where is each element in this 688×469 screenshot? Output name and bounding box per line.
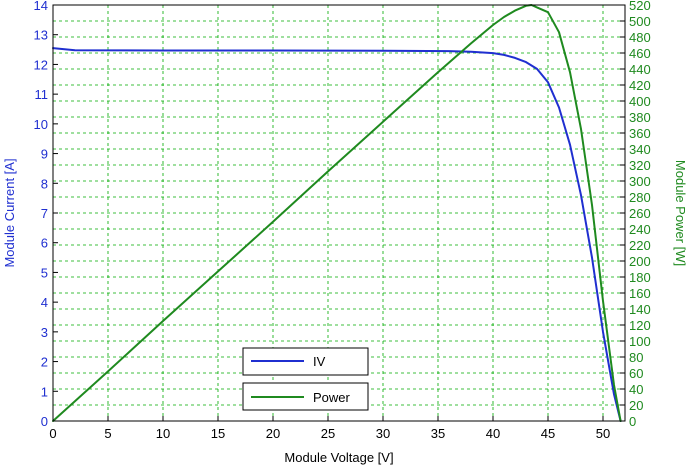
right-tick-label-4: 80 — [629, 350, 643, 365]
right-tick-label-20: 400 — [629, 94, 651, 109]
right-tick-label-7: 140 — [629, 302, 651, 317]
left-tick-label-13: 13 — [34, 28, 48, 43]
right-tick-label-22: 440 — [629, 62, 651, 77]
legend-iv: IV — [242, 347, 369, 376]
x-axis-title: Module Voltage [V] — [284, 450, 393, 465]
left-tick-label-6: 6 — [41, 236, 48, 251]
x-tick-label-10: 50 — [596, 426, 610, 441]
legend-iv-label: IV — [313, 354, 326, 369]
right-tick-label-17: 340 — [629, 142, 651, 157]
right-tick-label-6: 120 — [629, 318, 651, 333]
x-tick-label-0: 0 — [49, 426, 56, 441]
right-tick-label-2: 40 — [629, 382, 643, 397]
left-tick-label-8: 8 — [41, 176, 48, 191]
x-tick-label-5: 25 — [321, 426, 335, 441]
right-tick-label-8: 160 — [629, 286, 651, 301]
left-tick-label-9: 9 — [41, 147, 48, 162]
left-tick-label-14: 14 — [34, 0, 48, 13]
right-tick-label-9: 180 — [629, 270, 651, 285]
x-axis-ticks: 0 5 10 15 20 25 30 35 40 45 50 — [49, 416, 610, 441]
left-tick-label-3: 3 — [41, 325, 48, 340]
left-tick-label-0: 0 — [41, 414, 48, 429]
x-tick-label-9: 45 — [541, 426, 555, 441]
right-tick-label-11: 220 — [629, 238, 651, 253]
left-tick-label-11: 11 — [35, 87, 49, 102]
right-tick-label-0: 0 — [629, 414, 636, 429]
right-tick-label-16: 320 — [629, 158, 651, 173]
series-line-power — [52, 4, 622, 422]
x-tick-label-2: 10 — [156, 426, 170, 441]
legend-power-label: Power — [313, 390, 351, 405]
series-layer — [52, 4, 622, 422]
right-tick-label-15: 300 — [629, 174, 651, 189]
left-tick-label-7: 7 — [41, 206, 48, 221]
left-tick-label-4: 4 — [41, 295, 48, 310]
right-tick-label-24: 480 — [629, 30, 651, 45]
legend-power: Power — [242, 382, 369, 411]
left-tick-label-2: 2 — [41, 355, 48, 370]
right-tick-label-5: 100 — [629, 334, 651, 349]
right-tick-label-1: 20 — [629, 398, 643, 413]
right-tick-label-25: 500 — [629, 14, 651, 29]
right-tick-label-26: 520 — [629, 0, 651, 13]
left-tick-label-10: 10 — [34, 117, 48, 132]
right-axis-ticks: 0204060801001201401601802002202402602803… — [620, 0, 651, 429]
x-tick-label-3: 15 — [211, 426, 225, 441]
left-tick-label-12: 12 — [34, 57, 48, 72]
x-tick-label-1: 5 — [104, 426, 111, 441]
right-tick-label-12: 240 — [629, 222, 651, 237]
x-tick-label-8: 40 — [486, 426, 500, 441]
right-tick-label-3: 60 — [629, 366, 643, 381]
left-tick-label-5: 5 — [41, 265, 48, 280]
right-tick-label-10: 200 — [629, 254, 651, 269]
right-tick-label-21: 420 — [629, 78, 651, 93]
right-tick-label-18: 360 — [629, 126, 651, 141]
left-tick-label-1: 1 — [41, 384, 48, 399]
right-tick-label-23: 460 — [629, 46, 651, 61]
right-tick-label-19: 380 — [629, 110, 651, 125]
right-tick-label-14: 280 — [629, 190, 651, 205]
x-tick-label-6: 30 — [376, 426, 390, 441]
legend-iv-box — [242, 347, 369, 376]
x-tick-label-4: 20 — [266, 426, 280, 441]
left-axis-title: Module Current [A] — [2, 158, 17, 267]
right-axis-title: Module Power [W] — [673, 160, 688, 266]
x-tick-label-7: 35 — [431, 426, 445, 441]
right-tick-label-13: 260 — [629, 206, 651, 221]
series-line-iv — [52, 47, 622, 422]
